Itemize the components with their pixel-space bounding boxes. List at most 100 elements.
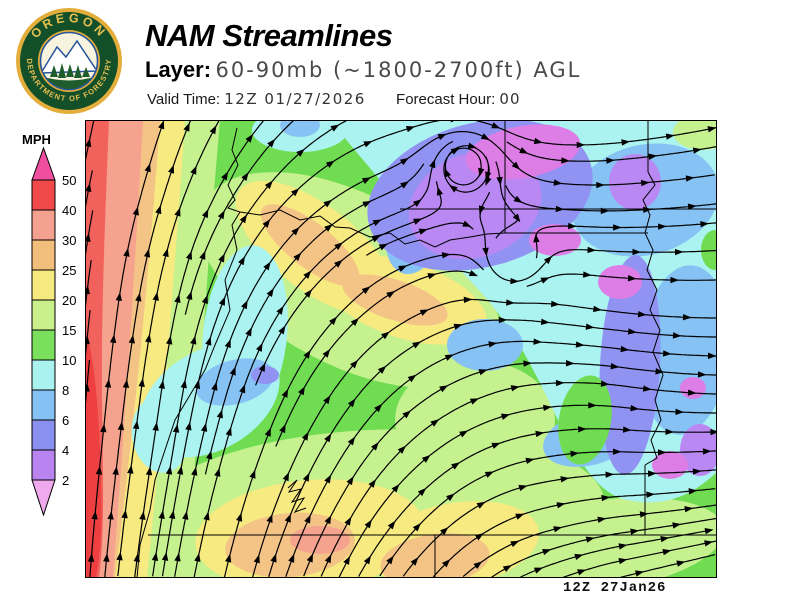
flow-arrow-icon [95, 465, 103, 475]
flow-arrow-icon [462, 220, 472, 227]
flow-arrow-icon [498, 316, 508, 324]
flow-arrow-icon [600, 380, 610, 387]
flow-arrow-icon [166, 335, 173, 345]
flow-arrow-icon [278, 325, 286, 335]
flow-arrow-icon [553, 179, 563, 186]
flow-arrow-icon [362, 200, 372, 208]
flow-arrow-icon [574, 553, 584, 560]
flow-arrow-icon [575, 341, 585, 348]
offshore-band [85, 330, 102, 578]
legend-band [31, 419, 56, 451]
streamline [402, 469, 717, 577]
speed-blob [639, 265, 717, 435]
flow-arrow-icon [676, 560, 686, 567]
flow-arrow-icon [665, 133, 675, 140]
flow-arrow-icon [555, 379, 565, 387]
flow-arrow-icon [476, 501, 486, 509]
flow-arrow-icon [478, 205, 486, 215]
flow-arrow-icon [662, 350, 672, 357]
streamline [462, 504, 717, 578]
flow-arrow-icon [540, 318, 550, 325]
flow-arrow-icon [116, 551, 123, 561]
flow-arrow-icon [167, 164, 175, 174]
flow-arrow-icon [473, 561, 483, 570]
valid-time-label: Valid Time: [147, 91, 221, 108]
flow-arrow-icon [662, 548, 672, 556]
flow-arrow-icon [459, 430, 469, 438]
speed-blob [131, 397, 189, 473]
flow-arrow-icon [132, 420, 140, 430]
flow-arrow-icon [152, 422, 159, 431]
trees-icon [50, 63, 90, 78]
flow-arrow-icon [266, 513, 273, 524]
flow-arrow-icon [639, 511, 649, 518]
speed-blob [598, 265, 642, 299]
flow-arrow-icon [577, 426, 587, 433]
flow-arrow-icon [398, 265, 408, 272]
flow-arrow-icon [361, 177, 372, 184]
flow-arrow-icon [585, 536, 595, 543]
flow-arrow-icon [255, 342, 263, 352]
flow-arrow-icon [346, 476, 354, 486]
speed-blob [680, 377, 706, 399]
flow-arrow-icon [710, 428, 717, 436]
flow-arrow-icon [391, 484, 400, 493]
flow-arrow-icon [236, 512, 243, 522]
flow-arrow-icon [485, 176, 492, 186]
flow-arrow-icon [206, 450, 213, 460]
flow-arrow-icon [324, 433, 332, 443]
flow-arrow-icon [496, 176, 503, 186]
map-border [85, 120, 717, 578]
flow-arrow-icon [245, 133, 254, 143]
flow-arrow-icon [670, 276, 679, 284]
flow-arrow-icon [127, 464, 134, 474]
flow-arrow-icon [672, 332, 682, 339]
streamline [161, 120, 717, 577]
valid-time-line: Valid Time: 12Z 01/27/2026 Forecast Hour… [147, 90, 521, 108]
flow-arrow-icon [444, 168, 452, 178]
wind-speed-legend: MPH 50 40 30 25 20 15 10 8 6 4 2 [22, 132, 76, 517]
flow-arrow-icon [322, 349, 331, 358]
flow-arrow-icon [635, 570, 645, 577]
flow-arrow-icon [478, 369, 488, 376]
flow-arrow-icon [444, 354, 454, 361]
flow-arrow-icon [627, 275, 637, 282]
flow-arrow-icon [429, 159, 436, 169]
flow-arrow-icon [304, 514, 311, 524]
odf-seal-logo: OREGON DEPARTMENT OF FORESTRY [16, 8, 122, 114]
flow-arrow-icon [402, 410, 411, 419]
legend-tick-label: 8 [62, 383, 69, 398]
flow-arrow-icon [347, 398, 356, 408]
flow-arrow-icon [621, 139, 631, 146]
flow-arrow-icon [112, 466, 119, 475]
flow-arrow-icon [203, 511, 210, 521]
flow-arrow-icon [437, 133, 447, 141]
speed-blob [680, 424, 717, 476]
flow-arrow-icon [540, 277, 550, 284]
flow-arrow-icon [193, 380, 201, 390]
flow-arrow-icon [600, 207, 610, 215]
flow-arrow-icon [525, 457, 535, 464]
flow-arrow-icon [588, 402, 597, 409]
flow-arrow-icon [281, 388, 289, 398]
flow-arrow-icon [132, 206, 139, 216]
flow-arrow-icon [439, 385, 449, 393]
legend-arrow-top [31, 146, 56, 181]
flow-arrow-icon [216, 409, 223, 419]
streamline [89, 120, 165, 578]
flow-arrow-icon [707, 352, 717, 359]
flow-arrow-icon [302, 472, 310, 482]
flow-arrow-icon [630, 404, 640, 412]
flow-arrow-icon [451, 462, 460, 470]
flow-arrow-icon [301, 431, 309, 441]
flow-arrow-icon [372, 219, 382, 227]
flow-arrow-icon [229, 366, 236, 376]
flow-arrow-icon [217, 210, 225, 220]
flow-arrow-icon [135, 292, 142, 302]
flow-arrow-icon [205, 336, 212, 346]
flow-arrow-icon [155, 205, 162, 215]
flow-arrow-icon [657, 223, 667, 230]
boundary-line [239, 209, 506, 248]
flow-arrow-icon [519, 147, 529, 154]
flow-arrow-icon [630, 528, 640, 535]
